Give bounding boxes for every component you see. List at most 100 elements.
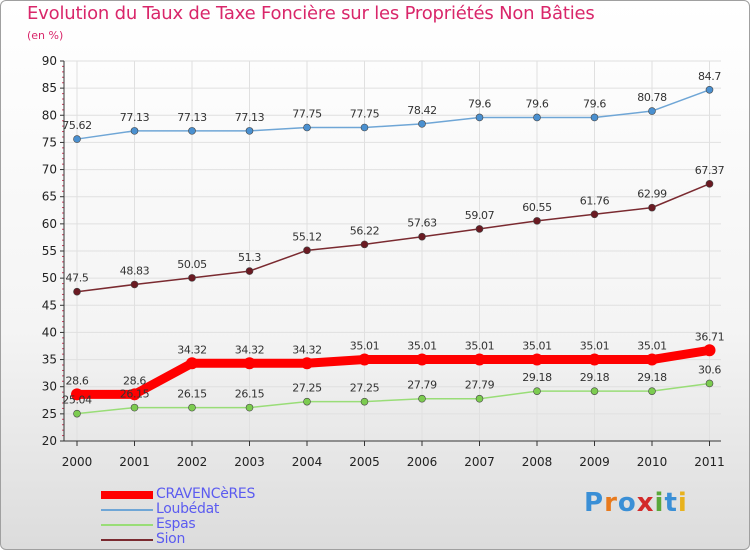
data-point	[245, 127, 254, 135]
data-point	[588, 353, 601, 366]
data-label: 34.32	[177, 343, 207, 356]
data-label: 27.79	[407, 379, 437, 392]
data-label: 29.18	[522, 371, 552, 384]
legend-item: Loubédat	[101, 501, 321, 517]
data-label: 67.37	[695, 164, 725, 177]
y-tick-label: 55	[42, 244, 57, 258]
x-tick-label: 2004	[292, 455, 323, 469]
logo-letter: r	[604, 488, 618, 518]
legend-swatch	[101, 539, 153, 541]
y-tick-label: 40	[42, 325, 57, 339]
data-label: 60.55	[522, 201, 552, 214]
data-point	[245, 267, 254, 275]
data-label: 34.32	[292, 343, 322, 356]
data-point	[243, 357, 256, 370]
data-point	[705, 379, 714, 388]
data-label: 77.13	[235, 111, 265, 124]
x-tick-label: 2008	[522, 455, 553, 469]
data-point	[475, 394, 484, 403]
legend-label: Espas	[156, 516, 196, 532]
data-label: 79.6	[526, 97, 549, 110]
data-point	[475, 113, 484, 122]
series-line-cravencères	[77, 345, 711, 399]
y-tick-label: 50	[42, 271, 57, 285]
data-point	[590, 387, 599, 395]
data-label: 51.3	[238, 251, 261, 264]
series-lines	[71, 85, 716, 418]
data-label: 28.6	[66, 374, 89, 387]
data-point	[531, 353, 543, 366]
data-point	[303, 246, 311, 255]
y-tick-label: 90	[42, 54, 57, 68]
legend-label: Loubédat	[156, 501, 220, 517]
legend-item: CRAVENCèRES	[101, 486, 321, 502]
legend-label: Sion	[156, 531, 186, 547]
proxiti-logo: Proxiti	[584, 488, 688, 518]
x-tick-label: 2005	[349, 455, 380, 469]
data-point	[703, 344, 716, 357]
data-point	[416, 353, 428, 366]
x-tick-label: 2002	[177, 455, 208, 469]
legend-item: Espas	[101, 516, 321, 532]
data-point	[188, 127, 196, 135]
unit-label: (en %)	[27, 29, 64, 42]
y-tick-label: 70	[42, 163, 57, 177]
y-tick-label: 35	[42, 353, 57, 367]
data-point	[188, 403, 196, 412]
axes: 20 25 30 35 40 45 50 55 60 65 70 75 80 85 90 2000 2001 20…	[42, 54, 725, 469]
data-label: 62.99	[637, 188, 667, 201]
data-point	[73, 287, 81, 296]
data-label: 29.18	[637, 371, 667, 384]
data-label: 26.15	[120, 388, 150, 401]
data-point	[71, 388, 83, 401]
legend: CRAVENCèRES Loubédat Espas Sion	[101, 486, 321, 547]
data-labels: 28.6 28.6 34.32 34.32 34.32 35.01 35.01 35.01 35…	[62, 70, 725, 407]
data-point	[646, 353, 658, 366]
data-label: 35.01	[407, 340, 437, 353]
data-label: 79.6	[583, 97, 606, 110]
y-tick-label: 45	[42, 298, 57, 312]
data-label: 35.01	[637, 340, 667, 353]
y-tick-label: 30	[42, 380, 57, 394]
series-line-sion	[76, 183, 710, 293]
logo-letter: P	[584, 488, 605, 518]
data-label: 80.78	[637, 91, 667, 104]
data-point	[303, 123, 311, 132]
data-label: 27.79	[465, 379, 495, 392]
logo-letter: o	[617, 488, 637, 518]
data-point	[186, 357, 198, 370]
data-label: 35.01	[350, 340, 380, 353]
y-tick-label: 80	[42, 108, 57, 122]
legend-swatch	[101, 491, 153, 499]
y-tick-label: 60	[42, 217, 57, 231]
data-label: 61.76	[580, 194, 610, 207]
x-tick-label: 2006	[407, 455, 438, 469]
series-line-espas	[76, 382, 710, 415]
data-point	[301, 357, 313, 370]
data-label: 75.62	[62, 119, 92, 132]
data-label: 35.01	[580, 340, 610, 353]
x-tick-label: 2003	[234, 455, 265, 469]
legend-label: CRAVENCèRES	[156, 486, 256, 502]
x-tick-label: 2010	[637, 455, 668, 469]
legend-swatch	[101, 524, 153, 526]
data-label: 50.05	[177, 258, 207, 271]
data-point	[130, 127, 139, 135]
data-point	[648, 387, 656, 395]
logo-letter: i	[654, 488, 665, 518]
data-point	[360, 397, 369, 406]
data-point	[705, 180, 714, 188]
data-label: 25.04	[62, 394, 92, 407]
data-label: 35.01	[522, 340, 552, 353]
data-label: 59.07	[465, 209, 495, 222]
data-label: 36.71	[695, 330, 725, 343]
data-point	[475, 225, 484, 233]
data-point	[473, 353, 486, 366]
data-point	[303, 397, 311, 406]
data-point	[130, 403, 139, 412]
legend-swatch	[101, 509, 153, 511]
data-label: 57.63	[407, 217, 437, 230]
data-point	[418, 120, 426, 128]
